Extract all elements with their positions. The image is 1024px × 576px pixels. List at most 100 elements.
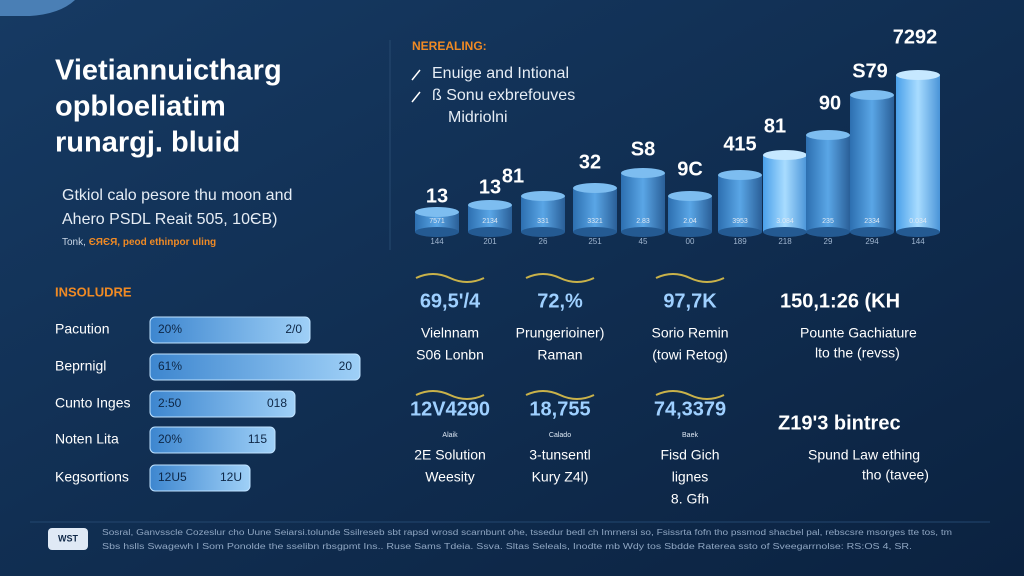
stat-grid: 69,5'/4 Vielnnam S06 Lonbn 12V4290 Alaik 2E S…: [410, 273, 729, 507]
cylinder-inner-label: 3953: [732, 218, 748, 225]
grid-caption: Baek: [682, 432, 698, 439]
ornament: [655, 390, 725, 400]
cylinder-base: [718, 227, 762, 237]
cylinder-base: [806, 227, 850, 237]
axis-label: 26: [539, 237, 548, 246]
grid-line-text: Kury Z4l): [532, 469, 589, 485]
subtitle-line: Ahero PSDL Reait 505, 10ЄB): [62, 211, 277, 228]
grid-value: 18,755: [529, 398, 590, 420]
note-highlight: ЄЯЄЯ, peod ethinpor uling: [89, 237, 216, 248]
subtitle-line: Gtkiol calo pesore thu moon and: [62, 187, 292, 204]
title-line: Vietiannuictharg: [55, 55, 282, 87]
cylinder-top-label: 13: [479, 176, 501, 198]
grid-line-text: 2E Solution: [414, 447, 486, 463]
right-stat: 150,1:26 (KH: [780, 290, 900, 312]
ornament: [525, 390, 595, 400]
row-bar: [149, 353, 361, 381]
title-line: runargj. bluid: [55, 127, 240, 159]
cylinder-body: [806, 135, 850, 232]
cylinder-top-label: S79: [852, 60, 888, 82]
cylinder-inner-label: 2134: [482, 218, 498, 225]
cylinder-top: [763, 150, 807, 160]
grid-value: 12V4290: [410, 398, 490, 420]
cylinder-top: [668, 191, 712, 201]
cylinder-body: [718, 175, 762, 232]
right-stat-line: lto the (revss): [815, 345, 900, 361]
cylinder-top: [806, 130, 850, 140]
axis-label: 294: [865, 237, 879, 246]
row-right: 12U: [220, 470, 242, 484]
row-bar: [149, 390, 296, 418]
grid-line-text: Raman: [537, 347, 582, 363]
cylinder-inner-label: 331: [537, 218, 549, 225]
ornament: [415, 390, 485, 400]
grid-line-text: Sorio Remin: [651, 325, 728, 341]
row-label: Noten Lita: [55, 431, 119, 447]
section-heading: INSOLUDRE: [55, 284, 132, 299]
grid-line-text: lignes: [672, 469, 709, 485]
cylinder-top: [718, 170, 762, 180]
axis-label: 45: [639, 237, 648, 246]
footer-line: Sbs hslls Swagewh I Som Ponolde the ssel…: [102, 542, 912, 551]
cylinders: 7571 13 144 2134 13 201 331 81 26 3321 32 251 2.83 S8…: [415, 26, 940, 246]
grid-line-text: Fisd Gich: [660, 447, 719, 463]
axis-label: 251: [588, 237, 602, 246]
axis-label: 144: [430, 237, 444, 246]
row-left: 20%: [158, 322, 182, 336]
legend-item: ß Sonu exbrefouves: [432, 87, 575, 104]
cylinder-body: [415, 212, 459, 232]
row-label: Kegsortions: [55, 469, 129, 485]
cylinder-inner-label: 0.034: [909, 218, 927, 225]
cylinder-body: [850, 95, 894, 232]
cylinder-top-label: 7292: [893, 26, 938, 48]
logo-box: [48, 528, 88, 550]
right-stat: Z19'3 bintrec: [778, 412, 901, 434]
note: Tonk, ЄЯЄЯ, peod ethinpor uling: [62, 237, 216, 248]
cylinder-base: [573, 227, 617, 237]
axis-label: 29: [824, 237, 833, 246]
chart-heading: NEREALING:: [412, 39, 487, 53]
axis-label: 218: [778, 237, 792, 246]
cylinder-top-label: 81: [502, 165, 524, 187]
row-bar: [149, 426, 276, 454]
row-left: 20%: [158, 432, 182, 446]
grid-line-text: S06 Lonbn: [416, 347, 484, 363]
right-stat-line: Spund Law ething: [808, 447, 920, 463]
grid-value: 69,5'/4: [420, 290, 481, 312]
ornament: [525, 273, 595, 283]
cylinder-body: [896, 75, 940, 232]
cylinder-body: [521, 196, 565, 232]
row-right: 20: [339, 359, 353, 373]
note-lead: Tonk,: [62, 237, 86, 248]
cylinder-inner-label: 2334: [864, 218, 880, 225]
legend-item: Midriolni: [448, 109, 508, 126]
row-bar: [149, 316, 311, 344]
axis-label: 144: [911, 237, 925, 246]
row-label: Cunto Inges: [55, 395, 131, 411]
row-left: 12U5: [158, 470, 187, 484]
corner-shape: [0, 0, 75, 16]
cylinder-top: [850, 90, 894, 100]
cylinder-inner-label: 2.83: [636, 218, 650, 225]
grid-line-text: (towi Retog): [652, 347, 727, 363]
legend-item: Enuige and Intional: [432, 65, 569, 82]
logo: WST: [58, 533, 78, 543]
cylinder-top-label: S8: [631, 138, 655, 160]
title-line: opbloeliatim: [55, 91, 226, 123]
cylinder-inner-label: 2.04: [683, 218, 697, 225]
cylinder-top: [415, 207, 459, 217]
grid-line-text: Vielnnam: [421, 325, 479, 341]
footer-line: Sosral, Ganvsscle Cozeslur cho Uune Seia…: [102, 528, 952, 537]
cylinder-top-label: 13: [426, 185, 448, 207]
right-stat-line: tho (tavee): [862, 467, 929, 483]
cylinder-base: [415, 227, 459, 237]
axis-label: 00: [686, 237, 695, 246]
cylinder-top: [896, 70, 940, 80]
cylinder-top-label: 32: [579, 151, 601, 173]
cylinder-top: [621, 168, 665, 178]
cylinder-base: [621, 227, 665, 237]
cylinder-top-label: 81: [764, 115, 786, 137]
row-label: Beprnigl: [55, 358, 106, 374]
